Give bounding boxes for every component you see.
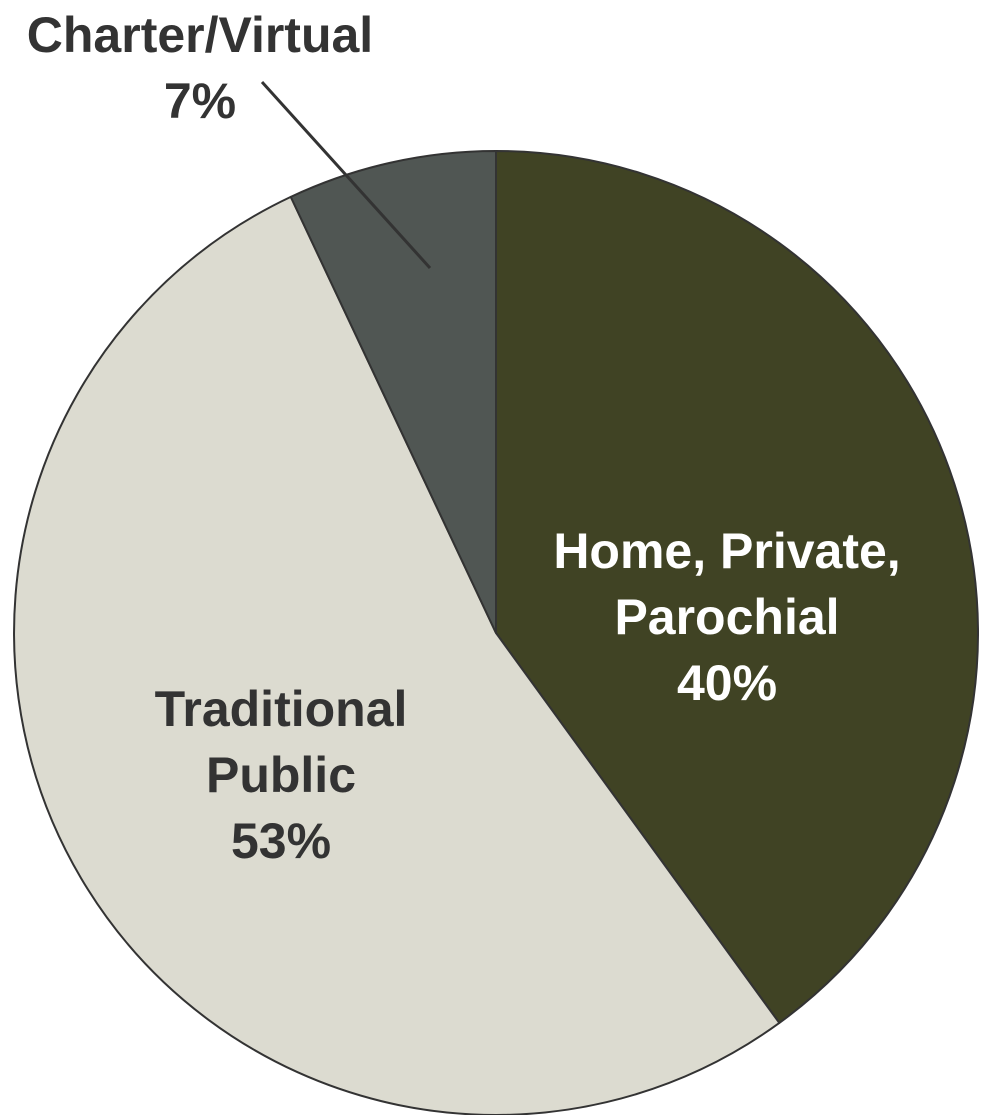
pie-label-home-private-parochial: Home, Private, Parochial 40%: [553, 523, 900, 711]
pie-slice-traditional-public: [13, 195, 781, 1115]
pie-category-label: Charter/Virtual: [27, 7, 373, 63]
pie-value-label: 7%: [164, 73, 236, 129]
pie-category-label: Home, Private,: [553, 523, 900, 579]
pie-category-label: Traditional: [155, 681, 408, 737]
pie-slice-home-private-parochial: [495, 150, 979, 1024]
pie-label-charter-virtual: Charter/Virtual 7%: [27, 7, 373, 129]
pie-value-label: 53%: [231, 813, 331, 869]
pie-slices: [13, 150, 979, 1115]
pie-category-label: Public: [206, 747, 356, 803]
leader-line: [260, 80, 432, 270]
pie-category-label: Parochial: [614, 589, 839, 645]
pie-label-traditional-public: Traditional Public 53%: [155, 681, 408, 869]
pie-value-label: 40%: [677, 655, 777, 711]
pie-labels: Home, Private, Parochial 40% Traditional Pub…: [27, 7, 901, 869]
pie-slice-charter-virtual: [289, 150, 497, 634]
